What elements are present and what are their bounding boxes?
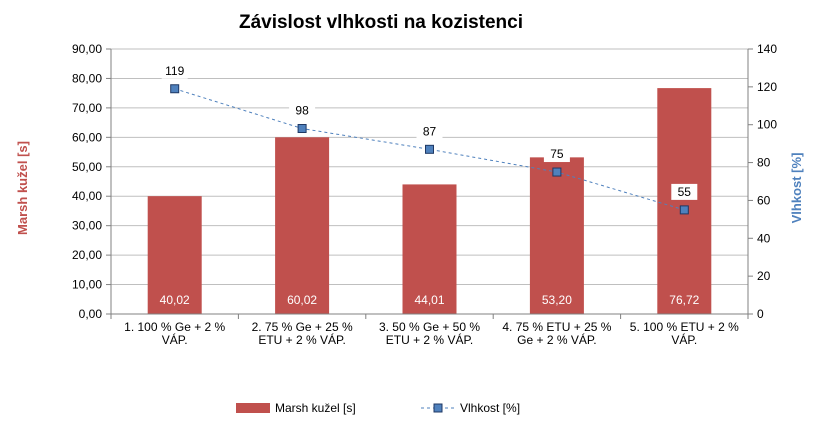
right-axis-tick-label: 80 bbox=[757, 156, 771, 170]
point-data-label: 119 bbox=[165, 64, 184, 78]
bar-data-label: 60,02 bbox=[287, 293, 317, 307]
left-axis-ticks: 0,00 10,00 20,00 30,00 40,00 50,00 60,00 70,00 8… bbox=[72, 42, 102, 321]
right-axis-tick-label: 20 bbox=[757, 269, 771, 283]
left-axis-tick-label: 10,00 bbox=[72, 278, 102, 292]
left-axis-tick-label: 30,00 bbox=[72, 219, 102, 233]
left-axis-tick-label: 20,00 bbox=[72, 248, 102, 262]
point-label-background bbox=[671, 183, 698, 200]
right-axis-tick-label: 120 bbox=[757, 80, 777, 94]
bar bbox=[147, 196, 202, 314]
point-data-label: 55 bbox=[678, 185, 692, 199]
bar bbox=[529, 157, 584, 314]
point-label-background bbox=[161, 62, 188, 79]
category-label: 1. 100 % Ge + 2 % bbox=[124, 320, 225, 334]
right-axis-tick-label: 0 bbox=[757, 307, 764, 321]
category-label: ETU + 2 % VÁP. bbox=[258, 332, 346, 347]
right-axis-tick-label: 40 bbox=[757, 231, 771, 245]
vlhkost-marker bbox=[679, 205, 689, 215]
right-axis-title: Vlhkost [%] bbox=[789, 153, 804, 224]
legend-line-label: Vlhkost [%] bbox=[460, 401, 520, 415]
vlhkost-marker bbox=[425, 144, 434, 154]
left-axis-tick-label: 90,00 bbox=[72, 42, 102, 56]
vlhkost-marker bbox=[297, 124, 307, 133]
bar-data-label: 53,20 bbox=[542, 293, 572, 307]
category-label: Ge + 2 % VÁP. bbox=[517, 332, 597, 347]
bar bbox=[275, 137, 330, 314]
vlhkost-marker bbox=[170, 84, 180, 94]
category-label: 4. 75 % ETU + 25 % bbox=[502, 320, 611, 334]
vlhkost-marker bbox=[552, 167, 562, 177]
axes bbox=[106, 48, 753, 319]
legend-line-marker bbox=[433, 403, 443, 413]
left-axis-tick-label: 80,00 bbox=[72, 71, 102, 85]
left-axis-tick-label: 70,00 bbox=[72, 101, 102, 115]
category-label: 2. 75 % Ge + 25 % bbox=[252, 320, 353, 334]
right-axis-ticks: 0 20 40 60 80 100 120 140 bbox=[757, 42, 777, 321]
point-data-label: 87 bbox=[423, 124, 437, 138]
bar-data-label: 76,72 bbox=[669, 293, 699, 307]
right-axis-tick-label: 140 bbox=[757, 42, 777, 56]
point-label-background bbox=[289, 102, 316, 119]
left-axis-tick-label: 0,00 bbox=[79, 307, 103, 321]
left-axis-tick-label: 60,00 bbox=[72, 130, 102, 144]
right-axis-tick-label: 60 bbox=[757, 193, 771, 207]
line-series: 119 98 87 75 55 bbox=[161, 62, 698, 215]
category-label: VÁP. bbox=[671, 332, 697, 347]
chart-title: Závislost vlhkosti na kozistenci bbox=[239, 12, 523, 33]
left-axis-tick-label: 40,00 bbox=[72, 189, 102, 203]
category-label: 3. 50 % Ge + 50 % bbox=[379, 320, 480, 334]
point-data-label: 98 bbox=[295, 104, 309, 118]
right-axis-tick-label: 100 bbox=[757, 118, 777, 132]
bar-data-label: 40,02 bbox=[160, 293, 190, 307]
category-label: 5. 100 % ETU + 2 % bbox=[630, 320, 739, 334]
legend: Marsh kužel [s] Vlhkost [%] bbox=[236, 401, 520, 415]
legend-bar-label: Marsh kužel [s] bbox=[275, 401, 356, 415]
legend-bar-swatch bbox=[236, 403, 270, 413]
left-axis-tick-label: 50,00 bbox=[72, 160, 102, 174]
bar bbox=[657, 88, 712, 314]
point-label-background bbox=[543, 146, 570, 163]
category-label: ETU + 2 % VÁP. bbox=[386, 332, 474, 347]
point-data-label: 75 bbox=[550, 147, 564, 161]
point-label-background bbox=[416, 123, 443, 140]
bar bbox=[402, 184, 457, 314]
bar-data-label: 44,01 bbox=[414, 293, 444, 307]
category-label: VÁP. bbox=[162, 332, 188, 347]
bars: 40,02 60,02 44,01 53,20 76,72 bbox=[147, 88, 712, 314]
category-labels: 1. 100 % Ge + 2 %VÁP.2. 75 % Ge + 25 %ET… bbox=[124, 320, 739, 347]
left-axis-title: Marsh kužel [s] bbox=[15, 141, 30, 235]
